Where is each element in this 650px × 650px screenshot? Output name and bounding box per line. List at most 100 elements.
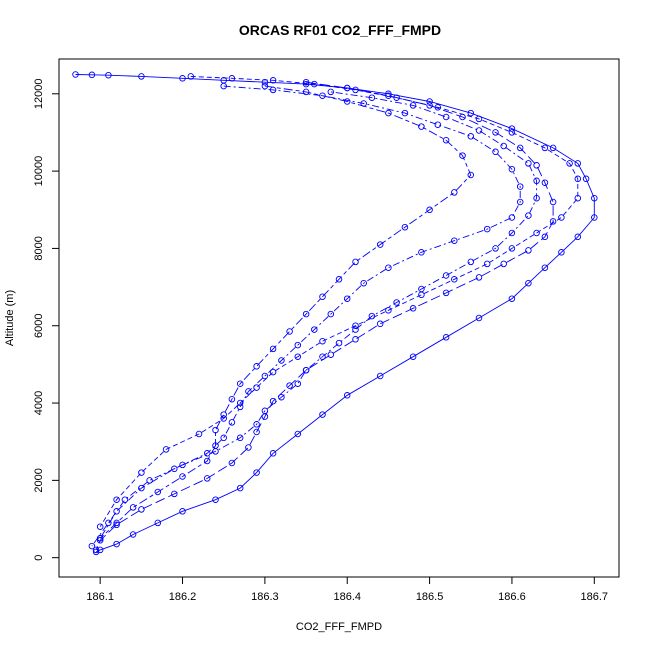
data-point <box>574 233 582 241</box>
data-point <box>442 113 450 121</box>
data-point <box>294 353 302 360</box>
data-point <box>558 249 565 256</box>
data-point <box>541 179 549 186</box>
data-point <box>319 293 326 300</box>
data-point <box>516 183 524 190</box>
data-point <box>105 519 112 527</box>
data-point <box>319 353 326 360</box>
data-point <box>327 88 335 96</box>
data-point <box>212 442 219 449</box>
data-point <box>459 152 466 159</box>
data-point <box>261 82 269 90</box>
data-point <box>574 160 582 167</box>
data-point <box>171 490 178 498</box>
data-point <box>352 336 359 343</box>
data-point <box>376 320 384 328</box>
data-point <box>212 426 219 434</box>
data-point <box>294 430 302 438</box>
data-point <box>541 264 549 271</box>
data-point <box>409 102 417 109</box>
data-point <box>442 334 450 341</box>
data-point <box>467 171 475 179</box>
data-point <box>253 428 260 436</box>
data-point <box>492 148 499 156</box>
plot-area <box>72 71 598 556</box>
series-line <box>99 85 521 539</box>
data-point <box>294 380 302 387</box>
data-point <box>541 233 549 241</box>
data-point <box>343 392 351 399</box>
data-point <box>525 279 532 287</box>
data-point <box>352 86 359 94</box>
data-point <box>286 382 293 389</box>
y-axis-label: Altitude (m) <box>4 290 16 346</box>
series-line <box>99 85 472 539</box>
data-point <box>327 351 335 358</box>
data-point <box>591 214 598 221</box>
data-point <box>179 461 186 469</box>
data-point <box>203 475 211 482</box>
data-point <box>525 160 532 167</box>
x-tick-label: 186.7 <box>581 591 609 603</box>
data-point <box>343 98 351 105</box>
series-3 <box>92 78 557 554</box>
series-6 <box>96 82 475 542</box>
data-point <box>302 366 310 374</box>
data-point <box>220 415 227 422</box>
data-point <box>508 125 516 132</box>
data-point <box>418 249 425 256</box>
data-point <box>212 496 219 503</box>
data-point <box>483 260 491 268</box>
y-axis: 0 2000 4000 6000 8000 10000 12000 <box>33 78 59 561</box>
data-point <box>195 430 203 438</box>
data-point <box>92 546 100 554</box>
data-point <box>138 506 145 513</box>
data-point <box>319 337 326 345</box>
data-point <box>302 80 310 88</box>
data-point <box>533 177 540 185</box>
data-point <box>492 245 499 252</box>
data-point <box>376 372 384 380</box>
data-point <box>319 411 326 418</box>
data-point <box>311 80 318 88</box>
data-point <box>533 162 540 169</box>
data-point <box>360 279 367 287</box>
data-point <box>335 276 343 283</box>
data-point <box>138 469 145 476</box>
y-tick-label: 10000 <box>33 156 45 187</box>
data-point <box>467 258 475 266</box>
series-1 <box>72 71 598 556</box>
data-point <box>467 133 475 140</box>
data-point <box>401 109 409 117</box>
data-point <box>96 523 104 530</box>
data-point <box>96 537 104 544</box>
data-point <box>302 78 310 86</box>
data-point <box>401 223 409 231</box>
data-point <box>508 229 516 237</box>
data-point <box>228 419 236 426</box>
data-point <box>269 450 277 457</box>
data-point <box>228 459 236 467</box>
y-tick-label: 8000 <box>33 236 45 260</box>
x-tick-label: 186.3 <box>251 591 279 603</box>
data-point <box>236 380 244 387</box>
data-point <box>113 521 120 529</box>
data-point <box>525 247 532 254</box>
data-point <box>549 218 557 225</box>
data-point <box>138 73 145 80</box>
series-line <box>91 91 538 547</box>
data-point <box>203 457 211 465</box>
data-point <box>261 407 269 415</box>
data-point <box>343 84 351 92</box>
data-point <box>88 71 96 79</box>
data-point <box>549 144 557 152</box>
data-point <box>302 310 310 318</box>
data-point <box>591 194 598 202</box>
data-point <box>245 444 252 451</box>
data-point <box>179 75 186 82</box>
data-point <box>525 212 532 219</box>
data-point <box>113 519 120 527</box>
data-point <box>269 397 277 405</box>
data-point <box>278 357 285 364</box>
